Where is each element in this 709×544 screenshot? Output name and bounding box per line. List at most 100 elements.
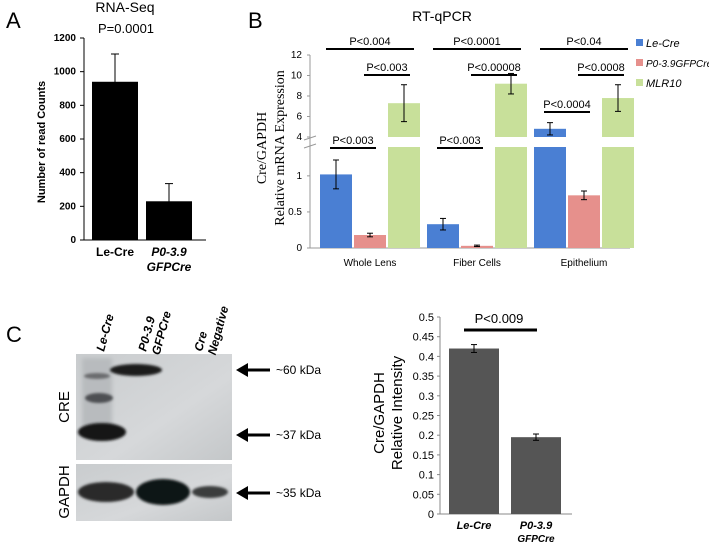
- chart-c-ytick-label: 0: [428, 509, 434, 521]
- chart-b-axis-break: [303, 135, 317, 141]
- blot-label-cre: CRE: [56, 391, 73, 423]
- chart-a: RNA-Seq Number of read Counts P=0.0001 0…: [36, 0, 206, 274]
- chart-b-annotation-label: P<0.0004: [543, 99, 590, 111]
- chart-c-bar: [511, 437, 561, 514]
- band-lecre-gapdh: [78, 482, 134, 502]
- chart-b-bars: [320, 72, 634, 248]
- chart-c-ytick-label: 0.3: [419, 391, 434, 403]
- chart-b-legend-label: P0-3.9GFPCre: [646, 59, 709, 70]
- chart-b-bar-le-cre: [427, 224, 459, 248]
- chart-b-category-label: Whole Lens: [344, 258, 397, 269]
- chart-c-annotation: P<0.009: [475, 311, 524, 326]
- chart-c-ytick-label: 0.5: [419, 312, 434, 324]
- chart-c-category-label: P0-3.9: [520, 520, 553, 532]
- chart-a-ytick-label: 1200: [54, 33, 77, 44]
- chart-b-ytick-label: 0: [296, 243, 302, 254]
- chart-c: Cre/GAPDH Relative Intensity P<0.009 0 0.…: [371, 311, 572, 544]
- chart-c-ytick-label: 0.15: [413, 450, 434, 462]
- panel-letter-b: B: [248, 8, 263, 33]
- chart-b-annotation-label: P<0.003: [332, 135, 373, 147]
- marker-37kda: ~37 kDa: [236, 428, 321, 442]
- chart-c-ytick-label: 0.45: [413, 332, 434, 344]
- chart-b-ylabel-line1: Cre/GAPDH: [255, 112, 270, 184]
- chart-b-ytick-label: 12: [291, 50, 303, 61]
- chart-b-ytick-label: 4: [296, 132, 302, 143]
- chart-b-annotation-label: P<0.04: [566, 36, 601, 48]
- chart-c-category-label: Le-Cre: [457, 520, 492, 532]
- chart-b-ytick-label: 6: [296, 112, 302, 123]
- chart-b-title: RT-qPCR: [412, 8, 472, 24]
- marker-35kda: ~35 kDa: [236, 486, 321, 500]
- chart-a-ylabel: Number of read Counts: [36, 81, 48, 203]
- chart-b-annotation-label: P<0.003: [439, 135, 480, 147]
- chart-b-category-label: Epithelium: [561, 258, 608, 269]
- chart-b-bar-mlr10: [388, 147, 420, 248]
- chart-b-bar-p0-3-9gfpcre: [568, 195, 600, 248]
- band-lecre-37kda: [78, 423, 126, 441]
- chart-b-legend-label: MLR10: [646, 78, 682, 90]
- chart-c-bars: [449, 344, 561, 514]
- chart-c-ytick-label: 0.35: [413, 371, 434, 383]
- chart-b-annotation-label: P<0.004: [349, 36, 390, 48]
- panel-letter-a: A: [6, 8, 21, 33]
- marker-60kda: ~60 kDa: [236, 363, 321, 377]
- chart-b-bar-le-cre: [534, 147, 566, 248]
- chart-a-category-label: Le-Cre: [96, 245, 134, 259]
- chart-b-annotation-label: P<0.0008: [577, 62, 624, 74]
- chart-b-ytick-label: 0.5: [288, 207, 302, 218]
- chart-b-bar-mlr10: [602, 147, 634, 248]
- chart-c-ytick-label: 0.2: [419, 430, 434, 442]
- chart-a-ytick-label: 200: [59, 201, 76, 212]
- marker-60kda-label: ~60 kDa: [276, 363, 321, 377]
- chart-a-category-label: GFPCre: [147, 260, 192, 274]
- band-lecre-45kda: [85, 393, 113, 403]
- chart-b-legend-swatch: [636, 39, 643, 46]
- chart-a-bars: [92, 53, 192, 241]
- chart-a-ytick-label: 400: [59, 168, 76, 179]
- chart-b-legend-label: Le-Cre: [646, 38, 680, 50]
- chart-a-ytick-label: 600: [59, 134, 76, 145]
- band-p0-60kda: [110, 364, 162, 376]
- western-blot: Le-Cre P0-3.9 GFPCre Cre Negative CRE GA…: [56, 304, 321, 521]
- chart-b-ylabel-line2: Relative mRNA Expression: [273, 70, 288, 226]
- band-negative-gapdh: [192, 486, 228, 498]
- marker-37kda-label: ~37 kDa: [276, 428, 321, 442]
- marker-35kda-label: ~35 kDa: [276, 486, 321, 500]
- band-lecre-60kda: [84, 373, 110, 379]
- chart-b-ytick-label: 1: [296, 171, 302, 182]
- chart-b-annotation-label: P<0.0001: [453, 36, 500, 48]
- chart-b-category-label: Fiber Cells: [453, 258, 501, 269]
- chart-a-title: RNA-Seq: [95, 0, 154, 15]
- chart-b-annotation-label: P<0.003: [366, 62, 407, 74]
- chart-c-bar: [449, 348, 499, 514]
- chart-c-ytick-label: 0.05: [413, 489, 434, 501]
- chart-b-legend: Le-Cre P0-3.9GFPCre MLR10: [636, 38, 709, 90]
- chart-c-ytick-label: 0.4: [419, 351, 434, 363]
- chart-b-bar-p0-3-9gfpcre: [354, 235, 386, 248]
- panel-letter-c: C: [6, 322, 22, 347]
- chart-c-category-label: GFPCre: [517, 534, 555, 544]
- chart-a-category-label: P0-3.9: [151, 245, 187, 259]
- chart-a-annotation: P=0.0001: [98, 21, 154, 36]
- lane-label-lecre: Le-Cre: [93, 312, 116, 353]
- chart-b-annotation-label: P<0.00008: [467, 62, 521, 74]
- chart-b-legend-swatch: [636, 59, 643, 66]
- blot-label-gapdh: GAPDH: [56, 465, 73, 518]
- chart-a-ytick-label: 0: [70, 235, 76, 246]
- chart-b-ytick-label: 10: [291, 71, 303, 82]
- chart-c-ytick-label: 0.25: [413, 411, 434, 423]
- chart-b-ytick-label: 8: [296, 91, 302, 102]
- chart-b-bar-mlr10: [495, 147, 527, 248]
- chart-a-axes: 0 200 400 600 800 1000 1200 Le-Cre P0-3.9GFPCre: [54, 33, 206, 274]
- chart-b-legend-swatch: [636, 79, 643, 86]
- chart-c-ylabel-line2: Relative Intensity: [389, 355, 406, 470]
- chart-b-axis-break: [303, 143, 317, 149]
- chart-b: RT-qPCR Cre/GAPDH Relative mRNA Expressi…: [255, 8, 709, 269]
- lane-label-negative-line2: Negative: [205, 304, 232, 356]
- chart-a-ytick-label: 1000: [54, 67, 77, 78]
- band-p0-gapdh: [136, 479, 190, 505]
- chart-a-ytick-label: 800: [59, 100, 76, 111]
- lane-label-negative-line1: Cre: [191, 330, 210, 353]
- chart-b-annotations: P<0.004 P<0.003 P<0.003 P<0.0001 P<0.00008 P<…: [326, 36, 628, 149]
